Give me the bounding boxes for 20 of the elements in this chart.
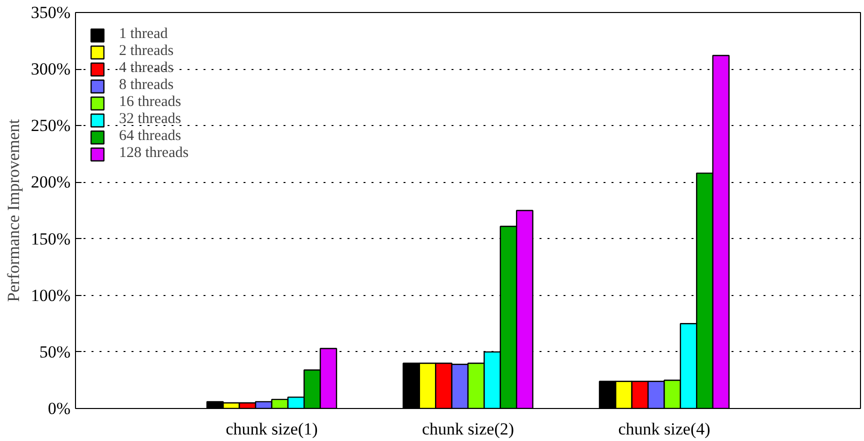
y-tick-label: 250% — [30, 116, 71, 136]
y-tick-label: 150% — [30, 229, 71, 248]
x-tick-label: chunk size(1) — [226, 420, 318, 438]
y-tick-label: 0% — [48, 399, 71, 418]
legend-label: 1 thread — [119, 26, 168, 43]
legend-label: 8 threads — [119, 77, 174, 94]
legend-label: 16 threads — [119, 94, 182, 111]
legend-label: 32 threads — [119, 111, 182, 128]
legend-label: 128 threads — [119, 145, 189, 162]
x-tick-label: chunk size(4) — [618, 420, 710, 438]
y-tick-label: 200% — [30, 172, 71, 192]
y-axis-title: Performance Improvement — [4, 118, 23, 302]
legend-label: 2 threads — [119, 43, 174, 60]
legend-label: 4 threads — [119, 60, 174, 77]
y-tick-label: 300% — [30, 60, 71, 79]
legend-label: 64 threads — [119, 128, 182, 145]
y-tick-label: 100% — [30, 286, 71, 305]
x-tick-label: chunk size(2) — [422, 420, 514, 438]
y-tick-label: 50% — [39, 342, 71, 362]
y-tick-label: 350% — [30, 3, 71, 22]
